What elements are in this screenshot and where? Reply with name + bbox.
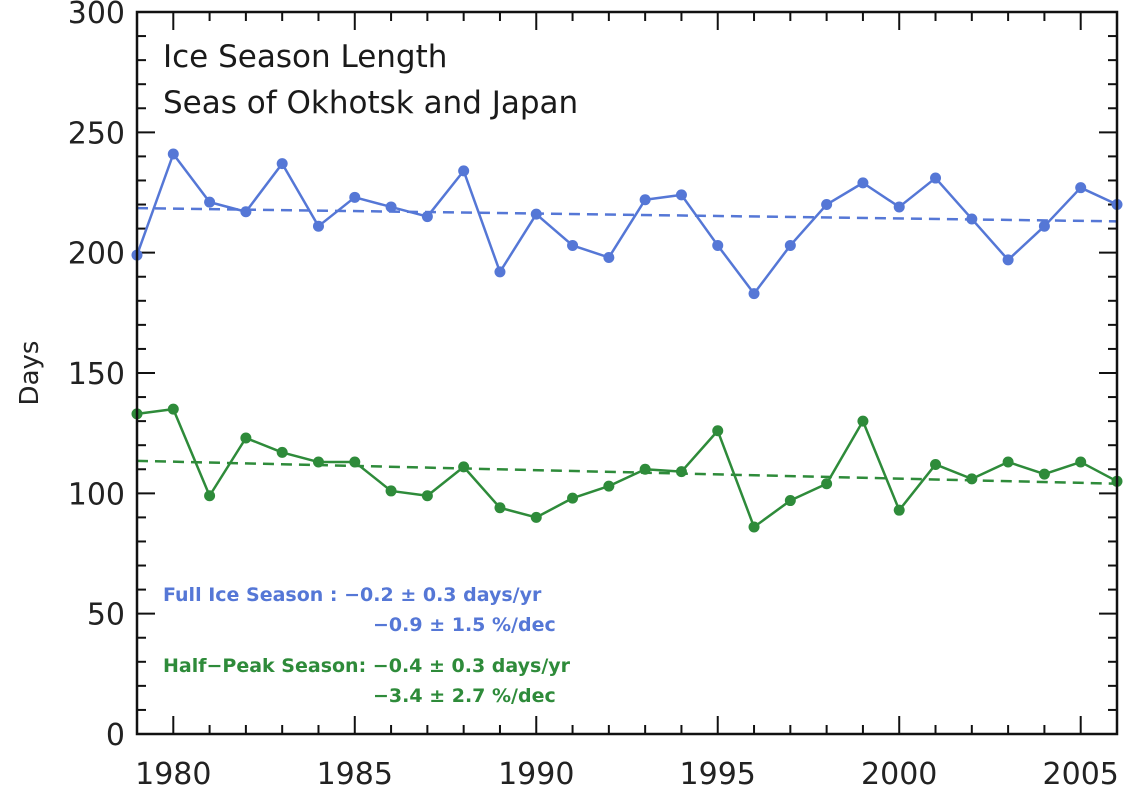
series-0-point	[857, 177, 869, 189]
series-1-point	[603, 480, 615, 492]
x-tick-label: 1990	[498, 757, 574, 789]
data-series	[131, 148, 1123, 533]
series-1-point	[857, 415, 869, 427]
series-1-point	[204, 490, 216, 502]
series-0-point	[639, 194, 651, 206]
series-1-point	[1075, 456, 1087, 468]
series-0-point	[312, 220, 324, 232]
series-0-point	[567, 239, 579, 251]
half-peak-trend-text: Half−Peak Season: −0.4 ± 0.3 days/yr	[163, 655, 571, 677]
series-0-point	[930, 172, 942, 184]
x-tick-label: 1995	[680, 757, 756, 789]
series-1-point	[712, 425, 724, 437]
tick-labels: 1980 1985 1990 1995 2000 2005 0 50 100 150 200 250 3…	[68, 0, 1119, 789]
series-1-point	[930, 458, 942, 470]
y-axis-label: Days	[15, 341, 45, 406]
series-1-point	[966, 473, 978, 485]
series-0-point	[204, 196, 216, 208]
series-1-point	[675, 466, 687, 478]
series-0-point	[458, 165, 470, 177]
half-peak-pct-text: −3.4 ± 2.7 %/dec	[373, 685, 556, 707]
series-1-point	[349, 456, 361, 468]
series-1-point	[784, 495, 796, 507]
y-tick-label: 300	[68, 0, 125, 31]
x-tick-label: 2005	[1043, 757, 1119, 789]
series-0-point	[167, 148, 179, 160]
series-0-point	[1075, 182, 1087, 194]
series-0-point	[349, 191, 361, 203]
y-tick-label: 200	[68, 237, 125, 272]
full-season-pct-text: −0.9 ± 1.5 %/dec	[373, 614, 556, 636]
y-tick-label: 0	[106, 718, 125, 753]
trend-line-1	[136, 459, 1118, 485]
series-0-point	[421, 211, 433, 223]
series-1-point	[1038, 468, 1050, 480]
chart-title-line-1: Ice Season Length	[163, 39, 447, 75]
y-tick-label: 50	[87, 598, 125, 633]
series-1-point	[567, 492, 579, 504]
series-0-point	[675, 189, 687, 201]
series-1-point	[276, 446, 288, 458]
series-0-point	[821, 199, 833, 211]
series-line-0	[135, 152, 1118, 295]
y-tick-label: 100	[68, 477, 125, 512]
series-0-point	[385, 201, 397, 213]
series-1-point	[893, 504, 905, 516]
y-tick-label: 150	[68, 357, 125, 392]
series-0-point	[603, 251, 615, 263]
full-season-trend-text: Full Ice Season : −0.2 ± 0.3 days/yr	[163, 584, 542, 606]
x-tick-label: 1980	[135, 757, 211, 789]
series-1-point	[458, 461, 470, 473]
series-0-point	[712, 239, 724, 251]
series-1-point	[639, 463, 651, 475]
series-line-1	[136, 407, 1118, 529]
series-0-point	[748, 288, 760, 300]
x-tick-label: 2000	[861, 757, 937, 789]
chart-title-line-2: Seas of Okhotsk and Japan	[163, 85, 578, 121]
series-0-point	[240, 206, 252, 218]
series-0-point	[966, 213, 978, 225]
series-1-point	[385, 485, 397, 497]
series-1-point	[494, 502, 506, 514]
series-1-point	[1002, 456, 1014, 468]
series-1-point	[312, 456, 324, 468]
series-1-point	[167, 403, 179, 415]
series-0-point	[530, 208, 542, 220]
series-1-point	[748, 521, 760, 533]
series-0-point	[1002, 254, 1014, 266]
axis-ticks	[136, 11, 1118, 735]
series-0-point	[494, 266, 506, 278]
series-1-point	[421, 490, 433, 502]
series-1-point	[240, 432, 252, 444]
trend-lines	[136, 206, 1118, 485]
plot-frame	[135, 10, 1119, 736]
y-tick-label: 250	[68, 116, 125, 151]
series-1-point	[530, 511, 542, 523]
trend-line-0	[136, 206, 1118, 223]
series-0-point	[893, 201, 905, 213]
series-0-point	[1038, 220, 1050, 232]
series-1-point	[821, 478, 833, 490]
series-0-point	[276, 158, 288, 170]
x-tick-label: 1985	[317, 757, 393, 789]
series-0-point	[784, 239, 796, 251]
